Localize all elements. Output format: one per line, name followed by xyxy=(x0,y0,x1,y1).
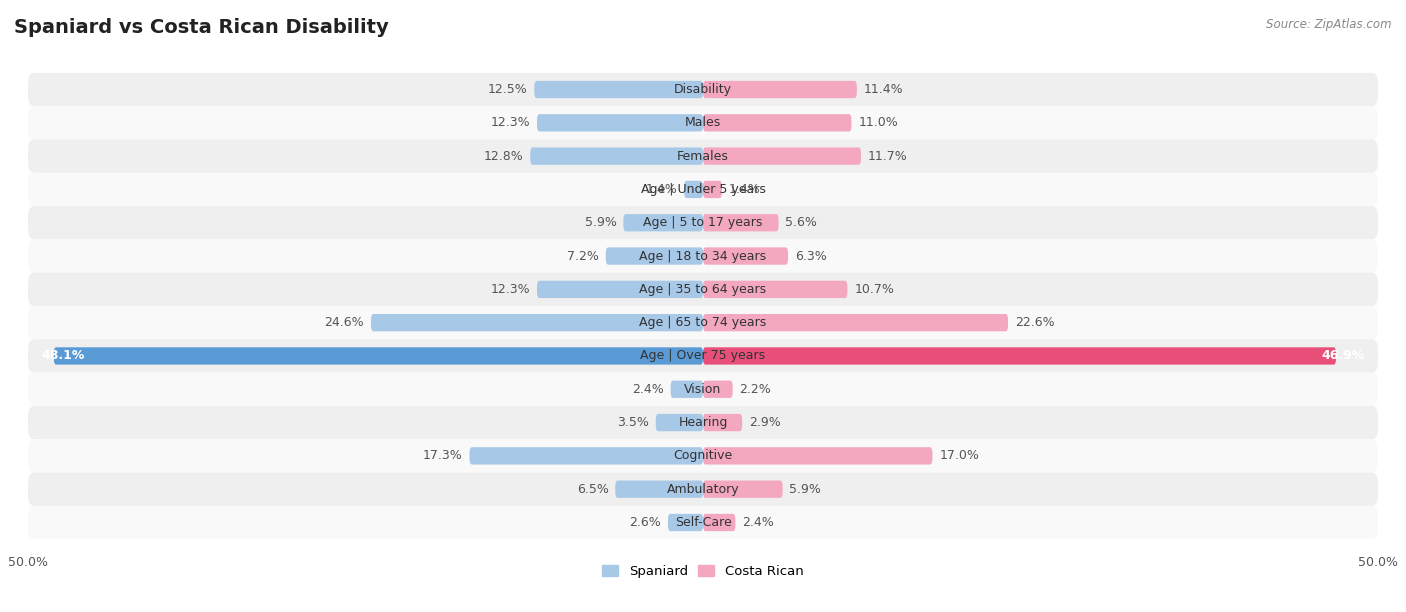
FancyBboxPatch shape xyxy=(530,147,703,165)
Text: 2.4%: 2.4% xyxy=(633,382,664,396)
Text: 5.9%: 5.9% xyxy=(585,216,617,230)
FancyBboxPatch shape xyxy=(28,439,1378,472)
Text: 12.3%: 12.3% xyxy=(491,116,530,129)
Text: 6.5%: 6.5% xyxy=(576,483,609,496)
Text: Age | 65 to 74 years: Age | 65 to 74 years xyxy=(640,316,766,329)
FancyBboxPatch shape xyxy=(703,247,787,265)
FancyBboxPatch shape xyxy=(537,281,703,298)
Text: 17.0%: 17.0% xyxy=(939,449,979,463)
FancyBboxPatch shape xyxy=(668,514,703,531)
FancyBboxPatch shape xyxy=(703,181,721,198)
FancyBboxPatch shape xyxy=(28,206,1378,239)
FancyBboxPatch shape xyxy=(28,73,1378,106)
Text: 48.1%: 48.1% xyxy=(42,349,84,362)
Text: Age | 18 to 34 years: Age | 18 to 34 years xyxy=(640,250,766,263)
FancyBboxPatch shape xyxy=(28,239,1378,273)
FancyBboxPatch shape xyxy=(671,381,703,398)
Text: 11.4%: 11.4% xyxy=(863,83,903,96)
Text: 11.0%: 11.0% xyxy=(858,116,898,129)
FancyBboxPatch shape xyxy=(28,339,1378,373)
FancyBboxPatch shape xyxy=(28,273,1378,306)
Text: 17.3%: 17.3% xyxy=(423,449,463,463)
FancyBboxPatch shape xyxy=(371,314,703,331)
FancyBboxPatch shape xyxy=(28,472,1378,506)
FancyBboxPatch shape xyxy=(703,514,735,531)
Text: 11.7%: 11.7% xyxy=(868,149,907,163)
FancyBboxPatch shape xyxy=(703,414,742,431)
FancyBboxPatch shape xyxy=(28,140,1378,173)
FancyBboxPatch shape xyxy=(685,181,703,198)
FancyBboxPatch shape xyxy=(534,81,703,98)
Text: 1.4%: 1.4% xyxy=(645,183,678,196)
FancyBboxPatch shape xyxy=(703,114,852,132)
FancyBboxPatch shape xyxy=(53,347,703,365)
FancyBboxPatch shape xyxy=(606,247,703,265)
Text: Ambulatory: Ambulatory xyxy=(666,483,740,496)
Text: 2.9%: 2.9% xyxy=(749,416,780,429)
Text: Age | 35 to 64 years: Age | 35 to 64 years xyxy=(640,283,766,296)
Text: Males: Males xyxy=(685,116,721,129)
FancyBboxPatch shape xyxy=(623,214,703,231)
Text: Disability: Disability xyxy=(673,83,733,96)
FancyBboxPatch shape xyxy=(28,406,1378,439)
Text: Hearing: Hearing xyxy=(678,416,728,429)
Text: Spaniard vs Costa Rican Disability: Spaniard vs Costa Rican Disability xyxy=(14,18,389,37)
FancyBboxPatch shape xyxy=(703,480,783,498)
Text: Females: Females xyxy=(678,149,728,163)
Text: 46.9%: 46.9% xyxy=(1322,349,1364,362)
FancyBboxPatch shape xyxy=(703,447,932,465)
FancyBboxPatch shape xyxy=(703,147,860,165)
Legend: Spaniard, Costa Rican: Spaniard, Costa Rican xyxy=(598,560,808,583)
Text: 10.7%: 10.7% xyxy=(855,283,894,296)
FancyBboxPatch shape xyxy=(616,480,703,498)
Text: 12.3%: 12.3% xyxy=(491,283,530,296)
FancyBboxPatch shape xyxy=(703,381,733,398)
Text: Self-Care: Self-Care xyxy=(675,516,731,529)
Text: 22.6%: 22.6% xyxy=(1015,316,1054,329)
Text: 3.5%: 3.5% xyxy=(617,416,650,429)
Text: 24.6%: 24.6% xyxy=(325,316,364,329)
FancyBboxPatch shape xyxy=(537,114,703,132)
Text: Source: ZipAtlas.com: Source: ZipAtlas.com xyxy=(1267,18,1392,31)
FancyBboxPatch shape xyxy=(28,306,1378,339)
Text: 6.3%: 6.3% xyxy=(794,250,827,263)
Text: 12.5%: 12.5% xyxy=(488,83,527,96)
Text: 5.9%: 5.9% xyxy=(789,483,821,496)
FancyBboxPatch shape xyxy=(470,447,703,465)
Text: 1.4%: 1.4% xyxy=(728,183,761,196)
Text: 2.4%: 2.4% xyxy=(742,516,773,529)
Text: Cognitive: Cognitive xyxy=(673,449,733,463)
FancyBboxPatch shape xyxy=(28,173,1378,206)
FancyBboxPatch shape xyxy=(28,506,1378,539)
Text: 5.6%: 5.6% xyxy=(786,216,817,230)
FancyBboxPatch shape xyxy=(703,347,1336,365)
Text: 2.2%: 2.2% xyxy=(740,382,772,396)
Text: 12.8%: 12.8% xyxy=(484,149,523,163)
Text: Vision: Vision xyxy=(685,382,721,396)
Text: 2.6%: 2.6% xyxy=(630,516,661,529)
FancyBboxPatch shape xyxy=(703,281,848,298)
FancyBboxPatch shape xyxy=(28,106,1378,140)
Text: 7.2%: 7.2% xyxy=(567,250,599,263)
FancyBboxPatch shape xyxy=(655,414,703,431)
FancyBboxPatch shape xyxy=(703,214,779,231)
FancyBboxPatch shape xyxy=(28,373,1378,406)
FancyBboxPatch shape xyxy=(703,81,856,98)
Text: Age | Over 75 years: Age | Over 75 years xyxy=(641,349,765,362)
Text: Age | 5 to 17 years: Age | 5 to 17 years xyxy=(644,216,762,230)
FancyBboxPatch shape xyxy=(703,314,1008,331)
Text: Age | Under 5 years: Age | Under 5 years xyxy=(641,183,765,196)
